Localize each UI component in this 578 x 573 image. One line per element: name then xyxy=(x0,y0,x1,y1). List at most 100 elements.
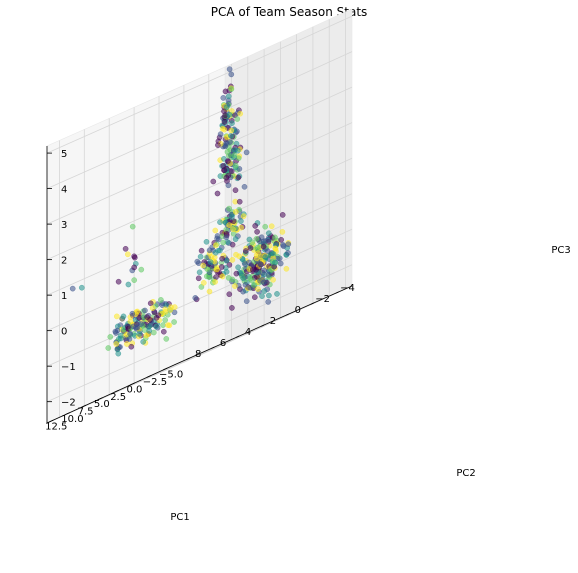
data-point xyxy=(226,222,232,228)
data-point xyxy=(262,254,269,260)
data-point xyxy=(129,310,136,317)
data-point xyxy=(142,307,148,314)
data-point xyxy=(228,86,235,92)
data-point xyxy=(131,277,137,283)
data-point xyxy=(269,250,276,256)
data-point xyxy=(117,332,124,339)
data-point xyxy=(220,95,227,101)
x-tick-label: 6 xyxy=(220,338,226,349)
data-point xyxy=(212,249,219,256)
y-tick-mark xyxy=(130,382,136,386)
data-point xyxy=(128,343,135,350)
data-point xyxy=(79,284,85,291)
grid-line-z xyxy=(46,264,353,403)
data-point xyxy=(125,251,131,258)
data-point xyxy=(198,247,205,254)
data-point xyxy=(207,259,214,265)
x-tick-mark xyxy=(260,324,265,327)
data-point xyxy=(160,322,166,328)
data-point xyxy=(265,299,272,305)
z-tick-label: −2 xyxy=(61,398,76,409)
y-tick-label: 2.5 xyxy=(110,392,126,403)
data-point xyxy=(219,273,226,280)
y-tick-mark xyxy=(65,412,70,415)
data-point xyxy=(270,276,276,283)
data-point xyxy=(223,104,230,110)
data-point xyxy=(130,323,137,330)
data-point xyxy=(212,279,218,285)
data-point xyxy=(234,147,241,154)
data-point xyxy=(115,278,122,285)
data-point xyxy=(250,266,256,273)
data-point xyxy=(226,152,232,159)
data-point xyxy=(138,321,144,327)
data-point xyxy=(212,242,219,249)
data-point xyxy=(125,281,132,288)
y-tick-mark xyxy=(114,389,119,393)
data-point xyxy=(219,255,225,262)
data-point xyxy=(204,266,211,273)
y-tick-mark xyxy=(48,419,54,423)
y-tick-mark xyxy=(146,375,152,378)
data-point xyxy=(143,332,149,339)
data-point xyxy=(221,167,228,173)
data-point xyxy=(105,345,112,351)
x-tick-label: 8 xyxy=(195,349,201,360)
data-point xyxy=(232,283,238,289)
data-point xyxy=(225,172,232,179)
z-tick-label: 5 xyxy=(61,149,67,160)
data-point xyxy=(243,149,250,156)
data-point xyxy=(251,282,257,288)
x-tick-mark xyxy=(285,313,290,316)
data-point xyxy=(114,346,121,353)
data-point xyxy=(232,236,239,242)
data-point xyxy=(166,322,173,329)
data-point xyxy=(259,293,265,299)
y-tick-mark xyxy=(81,404,87,408)
data-point xyxy=(279,212,286,218)
z-axis-label: PC3 xyxy=(551,245,570,256)
data-point xyxy=(149,305,156,311)
data-point xyxy=(127,318,134,325)
data-point xyxy=(228,71,235,78)
y-tick-label: 5.0 xyxy=(94,399,110,410)
chart-title: PCA of Team Season Stats xyxy=(211,5,368,19)
data-point xyxy=(255,250,262,256)
data-point xyxy=(221,119,228,125)
data-point xyxy=(223,140,230,146)
data-point xyxy=(243,298,250,305)
data-point xyxy=(261,288,268,294)
data-point xyxy=(122,245,129,252)
data-point xyxy=(262,223,269,230)
data-point xyxy=(260,238,267,245)
data-point xyxy=(272,234,278,241)
data-point xyxy=(127,330,133,337)
data-point xyxy=(144,314,150,320)
z-tick-label: −1 xyxy=(61,362,76,373)
data-point xyxy=(226,111,233,118)
data-point xyxy=(167,307,174,313)
data-point xyxy=(236,253,242,260)
data-point xyxy=(217,219,223,225)
data-point xyxy=(196,269,203,276)
data-point xyxy=(221,126,228,133)
data-point xyxy=(246,259,252,266)
data-point xyxy=(240,275,247,282)
data-point xyxy=(228,127,235,134)
data-point xyxy=(225,158,231,164)
data-point xyxy=(265,230,272,236)
scatter-points xyxy=(69,66,292,357)
data-point xyxy=(285,241,292,247)
data-point xyxy=(228,214,235,220)
data-point xyxy=(158,297,164,303)
data-point xyxy=(283,265,290,272)
x-axis-label: PC1 xyxy=(170,512,189,523)
data-point xyxy=(253,255,260,262)
z-tick-label: 2 xyxy=(61,256,67,267)
data-point xyxy=(280,242,286,248)
y-tick-label: −2.5 xyxy=(143,377,167,388)
axes-panes xyxy=(46,8,353,424)
data-point xyxy=(285,250,291,256)
data-point xyxy=(217,131,224,137)
